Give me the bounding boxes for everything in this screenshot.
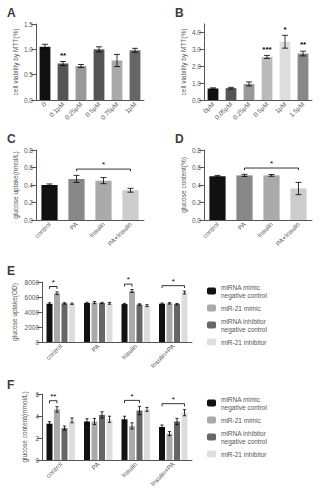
svg-text:B: B [175,6,184,20]
svg-text:0.6: 0.6 [24,164,33,171]
svg-text:1.5μM: 1.5μM [288,101,306,119]
svg-text:control: control [201,221,220,240]
svg-text:0.0: 0.0 [24,217,33,224]
svg-text:0: 0 [40,100,48,108]
svg-text:glucose content(mmol/L): glucose content(mmol/L) [21,391,29,462]
svg-text:**: ** [50,392,56,401]
svg-text:1.0: 1.0 [192,80,201,87]
svg-text:PA: PA [90,460,101,471]
svg-text:miRNA mimic: miRNA mimic [221,396,261,403]
svg-text:*: * [172,277,175,286]
svg-text:0.25μM: 0.25μM [63,101,84,122]
svg-text:0.8: 0.8 [192,147,201,154]
svg-text:*: * [102,160,105,169]
svg-text:0.4: 0.4 [192,182,201,189]
svg-text:glucose uptake(OD): glucose uptake(OD) [11,283,19,341]
svg-text:6: 6 [35,391,39,398]
svg-text:miR-21 mimic: miR-21 mimic [221,305,261,312]
svg-text:2000: 2000 [25,324,40,331]
svg-text:0.0: 0.0 [24,97,33,104]
svg-text:4000: 4000 [25,309,40,316]
svg-text:2: 2 [35,435,39,442]
svg-text:negative control: negative control [221,438,267,446]
svg-text:PA: PA [90,342,101,353]
svg-text:*: * [172,395,175,404]
svg-text:Insulin: Insulin [120,460,138,478]
svg-text:**: ** [300,40,307,49]
svg-text:0.25μM: 0.25μM [231,101,252,122]
svg-text:0.4: 0.4 [24,182,33,189]
svg-text:Insulin: Insulin [88,220,106,238]
svg-text:2.0: 2.0 [192,63,201,70]
svg-text:Insulin+PA: Insulin+PA [149,460,176,487]
svg-text:PA: PA [68,220,79,231]
svg-text:*: * [270,159,273,168]
svg-text:8000: 8000 [25,279,40,286]
svg-text:miRNA inhibitor: miRNA inhibitor [221,430,267,437]
svg-text:PA+Insulin: PA+Insulin [274,220,301,247]
svg-text:0μM: 0μM [202,101,217,116]
svg-text:control: control [45,343,64,362]
svg-text:3.0: 3.0 [192,46,201,53]
svg-text:PA: PA [236,220,247,231]
svg-text:*: * [52,278,55,287]
svg-text:0: 0 [35,457,39,464]
svg-text:0.0: 0.0 [192,217,201,224]
svg-text:negative control: negative control [221,326,267,334]
svg-text:0.2: 0.2 [24,199,33,206]
svg-text:4: 4 [35,413,39,420]
svg-text:cell viability by MTT(%): cell viability by MTT(%) [12,29,20,96]
svg-text:0.8: 0.8 [24,147,33,154]
svg-text:*: * [127,275,130,284]
svg-text:miRNA inhibitor: miRNA inhibitor [221,318,267,325]
svg-text:Insulin: Insulin [120,342,138,360]
svg-text:Insulin: Insulin [256,220,274,238]
svg-text:F: F [7,378,14,392]
svg-text:miRNA mimic: miRNA mimic [221,284,261,291]
svg-text:control: control [33,221,52,240]
svg-text:miR-21 mimic: miR-21 mimic [221,417,261,424]
svg-text:0.6: 0.6 [192,164,201,171]
svg-text:*: * [130,392,133,401]
svg-text:1μM: 1μM [124,101,139,116]
svg-text:0: 0 [35,339,39,346]
svg-text:0.05μM: 0.05μM [213,101,234,122]
svg-text:cell viability by MTT(%): cell viability by MTT(%) [180,29,188,96]
svg-text:*: * [283,25,287,34]
svg-text:A: A [7,6,16,20]
svg-text:PA+Insulin: PA+Insulin [106,220,133,247]
svg-text:0.5μM: 0.5μM [252,101,270,119]
svg-text:0.5μM: 0.5μM [83,100,102,119]
svg-text:miR-21 inhibitor: miR-21 inhibitor [221,339,267,346]
svg-text:D: D [175,132,184,146]
svg-text:1.0: 1.0 [24,46,33,53]
svg-text:0.1μM: 0.1μM [47,100,66,119]
svg-text:6000: 6000 [25,294,40,301]
svg-text:0.75μM: 0.75μM [99,101,120,122]
svg-text:***: *** [262,45,272,54]
svg-text:miR-21 inhibitor: miR-21 inhibitor [221,451,267,458]
svg-text:C: C [7,132,16,146]
svg-text:1.5: 1.5 [24,21,33,28]
svg-text:**: ** [60,51,67,60]
svg-text:glucose content(%): glucose content(%) [180,157,188,213]
svg-text:0.5: 0.5 [24,71,33,78]
svg-text:E: E [7,264,15,278]
svg-text:0.2: 0.2 [192,199,201,206]
svg-text:0.0: 0.0 [192,97,201,104]
svg-text:negative control: negative control [221,292,267,300]
svg-text:Insulin+PA: Insulin+PA [149,342,176,369]
svg-text:control: control [45,461,64,480]
svg-text:negative control: negative control [221,404,267,412]
svg-text:4.0: 4.0 [192,29,201,36]
svg-text:1μM: 1μM [274,101,289,116]
svg-text:glucose uptake(nmol/L): glucose uptake(nmol/L) [12,151,20,219]
